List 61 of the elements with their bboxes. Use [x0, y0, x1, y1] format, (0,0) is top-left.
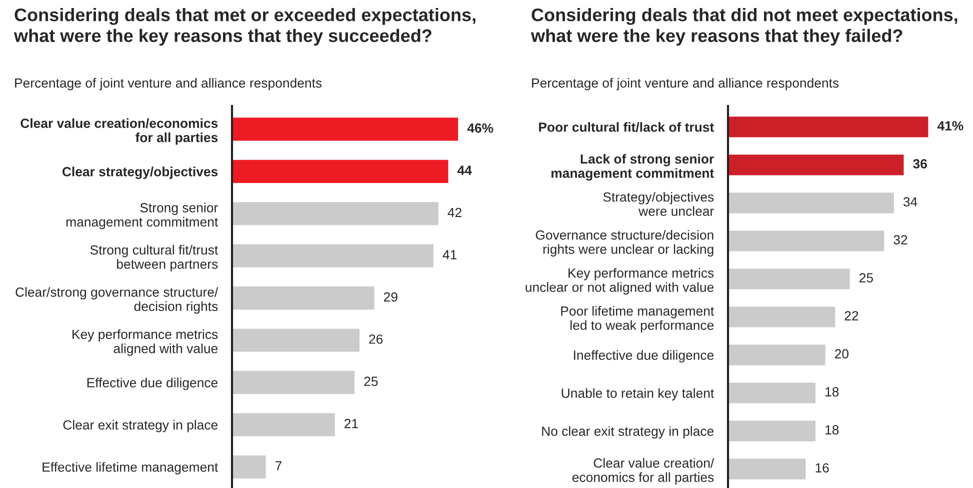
bar: [728, 381, 817, 405]
data-label: 21: [344, 418, 358, 428]
bar: [728, 343, 827, 367]
bar: [728, 191, 896, 215]
bar: [232, 454, 268, 480]
chart-subtitle: Percentage of joint venture and alliance respondents: [532, 78, 839, 90]
bar: [728, 267, 852, 291]
chart-title: Considering deals that met or exceeded expectations, what were the key reasons that they succeeded?: [14, 8, 476, 46]
y-tick-label: Clear exit strategy in place: [63, 420, 218, 432]
y-tick-label: Strategy/objectives were unclear: [603, 192, 714, 216]
y-tick-label: Key performance metrics aligned with value: [72, 329, 218, 356]
data-label: 46%: [467, 123, 494, 133]
data-label: 20: [834, 349, 848, 359]
bar: [232, 158, 450, 184]
bar: [232, 242, 435, 269]
data-label: 25: [364, 376, 378, 386]
data-label: 29: [384, 292, 398, 302]
data-label: 42: [448, 208, 462, 218]
data-label: 32: [894, 235, 908, 244]
bar: [232, 370, 356, 396]
bar: [232, 285, 376, 311]
y-tick-label: Effective lifetime management: [42, 462, 218, 474]
y-tick-label: Clear value creation/economics for all parties: [20, 118, 218, 145]
y-tick-label: Poor cultural fit/lack of trust: [539, 122, 714, 132]
data-label: 41: [442, 250, 456, 260]
bar: [232, 200, 440, 227]
y-tick-label: Unable to retain key talent: [562, 388, 714, 400]
data-label: 22: [844, 311, 858, 320]
bar: [728, 153, 906, 177]
bar: [728, 419, 817, 443]
data-label: 44: [457, 166, 472, 175]
y-tick-label: No clear exit strategy in place: [542, 426, 714, 439]
bar: [728, 115, 930, 139]
y-tick-label: Key performance metrics unclear or not aligned with value: [526, 268, 714, 295]
y-tick-label: Strong cultural fit/trust between partners: [90, 244, 218, 272]
y-tick-label: Lack of strong senior management commitment: [551, 154, 714, 181]
y-tick-label: Effective due diligence: [87, 378, 218, 390]
y-tick-label: Ineffective due diligence: [574, 350, 714, 362]
data-label: 26: [369, 334, 383, 344]
bar: [232, 116, 460, 142]
data-label: 41%: [937, 121, 964, 130]
data-label: 25: [859, 273, 873, 282]
y-tick-label: Poor lifetime management led to weak performance: [561, 306, 714, 333]
bar: [728, 305, 836, 329]
data-label: 18: [826, 387, 839, 397]
chart-subtitle: Percentage of joint venture and alliance respondents: [15, 78, 322, 90]
data-label: 16: [816, 463, 829, 473]
data-label: 18: [826, 425, 839, 435]
data-label: 7: [276, 461, 282, 470]
y-tick-label: Clear/strong governance structure/ decision rights: [16, 287, 218, 314]
bar: [728, 229, 886, 253]
data-label: 36: [913, 159, 927, 168]
y-tick-label: Governance structure/decision rights were unclear or lacking: [536, 230, 714, 257]
chart-title: Considering deals that did not meet expectations, what were the key reasons that they failed?: [530, 8, 958, 46]
bar: [232, 412, 336, 438]
bar: [728, 457, 808, 481]
data-label: 34: [903, 197, 918, 206]
y-tick-label: Clear value creation/ economics for all parties: [572, 458, 714, 485]
y-tick-label: Strong senior management commitment: [66, 202, 218, 230]
y-tick-label: Clear strategy/objectives: [62, 166, 218, 179]
bar: [232, 327, 361, 354]
